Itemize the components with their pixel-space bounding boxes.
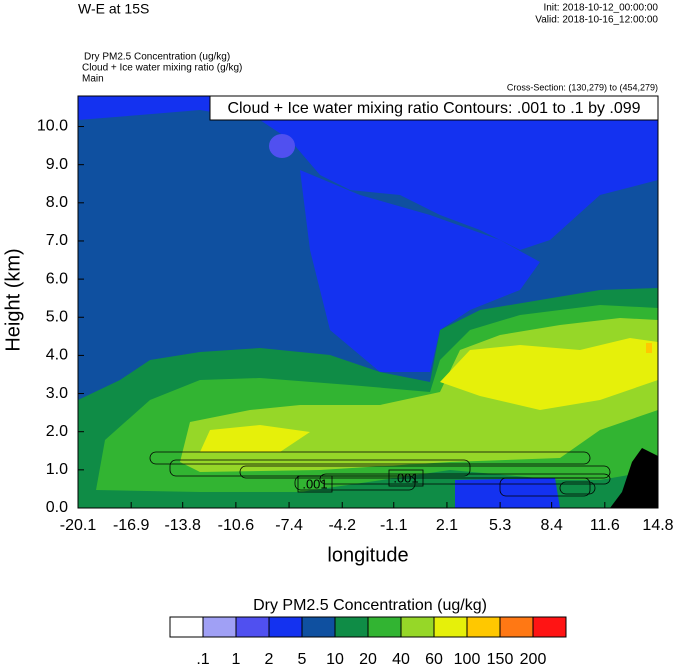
colorbar-box	[169, 616, 204, 638]
contour-label-box	[297, 475, 333, 493]
x-tick-label: 11.6	[590, 517, 620, 534]
colorbar-label: 40	[392, 651, 410, 667]
plot-area: .001 .001	[78, 96, 658, 508]
colorbar-label: 100	[454, 651, 481, 667]
terrain	[610, 448, 658, 508]
x-tick-label: 2.1	[436, 517, 458, 534]
contour-label: .001	[302, 476, 327, 491]
contour-fill	[455, 478, 560, 508]
contour-line	[319, 473, 611, 485]
contour-label: .001	[393, 470, 418, 485]
colorbar-label: 2	[265, 651, 274, 667]
y-tick-label: 7.0	[46, 232, 68, 249]
colorbar-box	[334, 616, 369, 638]
contour-line	[149, 451, 591, 465]
colorbar-label: 200	[520, 651, 547, 667]
colorbar-box	[235, 616, 270, 638]
x-axis-label: longitude	[327, 544, 408, 566]
y-tick-label: 6.0	[46, 270, 68, 287]
colorbar-box	[268, 616, 303, 638]
colorbar-label: 1	[232, 651, 241, 667]
y-axis-label: Height (km)	[2, 248, 24, 351]
colorbar-label: 20	[359, 651, 377, 667]
field-title: Dry PM2.5 Concentration (ug/kg)	[84, 52, 230, 63]
x-tick-label: -7.4	[275, 517, 303, 534]
colorbar-box	[433, 616, 468, 638]
y-tick-label: 8.0	[46, 194, 68, 211]
contour-line	[294, 475, 416, 491]
x-tick-label: -16.9	[113, 517, 150, 534]
colorbar-box	[466, 616, 501, 638]
contour-line	[559, 481, 596, 495]
x-tick-label: -1.1	[380, 517, 408, 534]
y-tick-label: 0.0	[46, 499, 68, 516]
colorbar-box	[499, 616, 534, 638]
x-tick-label: -4.2	[328, 517, 356, 534]
contour-fill	[78, 96, 658, 250]
y-tick-label: 3.0	[46, 385, 68, 402]
contour-title: Cloud + Ice water mixing ratio (g/kg)	[82, 63, 242, 74]
colorbar-label: .1	[196, 651, 209, 667]
contour-note: Cloud + Ice water mixing ratio Contours:…	[227, 100, 640, 117]
colorbar-box	[532, 616, 567, 638]
contour-fill	[440, 338, 658, 410]
contour-fill	[300, 170, 540, 372]
y-tick-label: 4.0	[46, 347, 68, 364]
contour-fill	[269, 134, 295, 158]
y-tick-label: 1.0	[46, 461, 68, 478]
contour-fill	[646, 343, 652, 353]
chart-title: W-E at 15S	[78, 1, 149, 17]
colorbar-box	[301, 616, 336, 638]
x-tick-label: 5.3	[489, 517, 511, 534]
colorbar-label: 150	[487, 651, 514, 667]
contour-label-box	[388, 469, 424, 487]
colorbar-box	[400, 616, 435, 638]
y-tick-label: 9.0	[46, 156, 68, 173]
colorbar-label: 5	[298, 651, 307, 667]
cross-section: Cross-Section: (130,279) to (454,279)	[507, 82, 658, 92]
x-tick-label: -20.1	[60, 517, 97, 534]
contour-line	[239, 465, 611, 479]
init-time: Init: 2018-10-12_00:00:00	[543, 3, 658, 14]
x-tick-label: 8.4	[541, 517, 563, 534]
x-tick-label: 14.8	[642, 517, 673, 534]
x-tick-label: -10.6	[218, 517, 255, 534]
x-tick-label: -13.8	[164, 517, 201, 534]
colorbar-box	[202, 616, 237, 638]
contour-line	[499, 477, 591, 497]
note-box	[209, 95, 659, 121]
colorbar-label: 10	[326, 651, 344, 667]
y-tick-label: 10.0	[37, 118, 68, 135]
run-name: Main	[82, 74, 104, 85]
colorbar-title: Dry PM2.5 Concentration (ug/kg)	[253, 597, 487, 614]
valid-time: Valid: 2018-10-16_12:00:00	[535, 15, 658, 26]
y-tick-label: 5.0	[46, 308, 68, 325]
contour-fill	[200, 425, 310, 452]
colorbar-label: 60	[425, 651, 443, 667]
y-tick-label: 2.0	[46, 423, 68, 440]
colorbar-box	[367, 616, 402, 638]
